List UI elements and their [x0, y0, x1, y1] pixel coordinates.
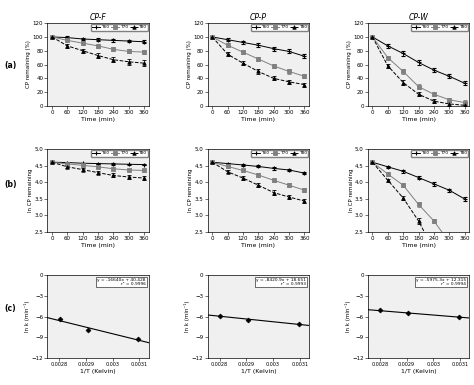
X-axis label: Time (min): Time (min): [241, 243, 275, 248]
Legend: T60, T70, T80: T60, T70, T80: [411, 150, 468, 157]
Y-axis label: ln CP remaining: ln CP remaining: [348, 169, 354, 212]
Y-axis label: CP remaining (%): CP remaining (%): [187, 40, 191, 89]
X-axis label: 1/T (Kelvin): 1/T (Kelvin): [401, 368, 437, 373]
Legend: T60, T70, T80: T60, T70, T80: [91, 150, 148, 157]
X-axis label: Time (min): Time (min): [81, 243, 115, 248]
Y-axis label: ln CP remaining: ln CP remaining: [188, 169, 193, 212]
Legend: T60, T70, T80: T60, T70, T80: [411, 24, 468, 31]
X-axis label: 1/T (Kelvin): 1/T (Kelvin): [240, 368, 276, 373]
X-axis label: 1/T (Kelvin): 1/T (Kelvin): [80, 368, 116, 373]
X-axis label: Time (min): Time (min): [81, 117, 115, 122]
Title: CP-P: CP-P: [250, 13, 267, 22]
Text: (c): (c): [5, 303, 17, 313]
Legend: T60, T70, T80: T60, T70, T80: [251, 150, 308, 157]
Y-axis label: ln k (min⁻¹): ln k (min⁻¹): [345, 301, 351, 332]
Text: y = -16640x + 40.428
r² = 0.9996: y = -16640x + 40.428 r² = 0.9996: [97, 278, 146, 286]
Y-axis label: CP remaining (%): CP remaining (%): [347, 40, 352, 89]
Text: y = -5975.3x + 12.315
r² = 0.9994: y = -5975.3x + 12.315 r² = 0.9994: [416, 278, 466, 286]
Y-axis label: CP remaining (%): CP remaining (%): [27, 40, 31, 89]
Title: CP-F: CP-F: [90, 13, 107, 22]
Y-axis label: ln k (min⁻¹): ln k (min⁻¹): [184, 301, 191, 332]
Y-axis label: ln CP remaining: ln CP remaining: [28, 169, 33, 212]
X-axis label: Time (min): Time (min): [401, 117, 436, 122]
Text: (a): (a): [5, 61, 17, 70]
Title: CP-W: CP-W: [409, 13, 428, 22]
Legend: T60, T70, T80: T60, T70, T80: [251, 24, 308, 31]
X-axis label: Time (min): Time (min): [401, 243, 436, 248]
Legend: T60, T70, T80: T60, T70, T80: [91, 24, 148, 31]
X-axis label: Time (min): Time (min): [241, 117, 275, 122]
Text: (b): (b): [5, 180, 17, 189]
Text: y = -8420.9x + 18.651
r² = 0.9993: y = -8420.9x + 18.651 r² = 0.9993: [256, 278, 306, 286]
Y-axis label: ln k (min⁻¹): ln k (min⁻¹): [24, 301, 30, 332]
